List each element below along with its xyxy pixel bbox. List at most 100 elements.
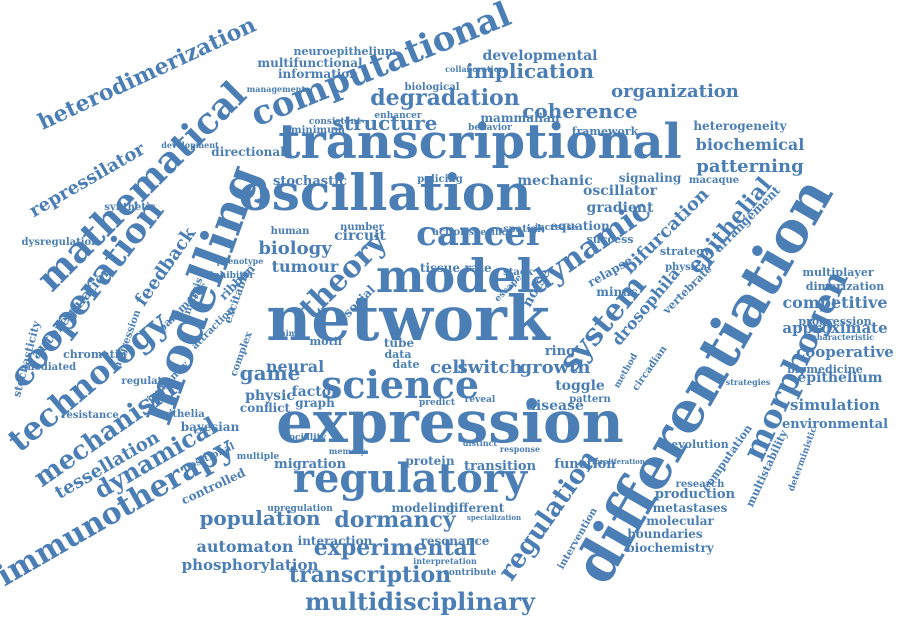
word-multiplayer: multiplayer — [802, 266, 873, 279]
word-function: function — [554, 457, 616, 472]
word-action: action — [433, 227, 469, 238]
word-interaction: interaction — [298, 534, 373, 548]
word-directional: directional — [211, 145, 285, 159]
word-collaboration: collaboration — [445, 64, 505, 74]
word-contribute: contribute — [443, 568, 496, 578]
word-human: human — [271, 226, 311, 237]
word-policing: policing — [417, 174, 462, 185]
word-toggle: toggle — [555, 378, 605, 394]
word-data: data — [384, 348, 411, 361]
word-upregulation: upregulation — [267, 504, 333, 514]
word-dormancy: dormancy — [334, 507, 457, 533]
word-resonance: resonance — [421, 534, 490, 548]
word-model: model — [376, 249, 534, 303]
word-memory: memory — [329, 446, 366, 456]
word-biomedicine: biomedicine — [787, 363, 863, 376]
word-approximate: approximate — [782, 319, 887, 337]
word-predict: predict — [419, 398, 456, 408]
word-ring: ring — [545, 344, 575, 359]
word-biochemical: biochemical — [696, 135, 805, 154]
word-biology: biology — [258, 238, 332, 259]
word-network: network — [266, 282, 552, 355]
word-regulatory: regulatory — [293, 455, 529, 502]
word-cooperative: cooperative — [796, 343, 894, 361]
word-rate: rate — [464, 261, 492, 275]
word-population: population — [199, 506, 321, 530]
word-success: success — [587, 233, 634, 246]
word-simulation: simulation — [790, 396, 880, 414]
word-physical: physical — [665, 262, 711, 273]
word-cell: cell — [430, 357, 466, 378]
word-oscillator: oscillator — [583, 183, 658, 199]
word-epithelia: epithelia — [155, 409, 205, 420]
word-motif: motif — [310, 335, 344, 348]
word-environmental: environmental — [782, 417, 888, 432]
word-cancer: cancer — [416, 214, 545, 254]
word-minus: minus — [596, 285, 638, 299]
word-increase: increase — [535, 223, 578, 233]
word-dysregulation: dysregulation — [22, 237, 100, 248]
word-different: different — [446, 501, 505, 515]
word-strategy: strategy — [660, 245, 711, 258]
word-deterministic: deterministic — [787, 425, 820, 492]
word-structure: structure — [333, 111, 438, 135]
word-interpretation: interpretation — [413, 556, 477, 566]
word-macaque: macaque — [689, 175, 739, 186]
word-number: number — [340, 222, 384, 233]
word-framework: framework — [572, 125, 639, 138]
word-specialization: specialization — [467, 513, 521, 522]
word-mammalian: mammalian — [480, 111, 560, 125]
word-tube: tube — [384, 336, 415, 350]
word-multifunctional: multifunctional — [257, 56, 363, 70]
word-expression: expression — [276, 388, 624, 456]
word-experimental: experimental — [314, 535, 477, 561]
word-stochastic: stochastic — [273, 174, 347, 189]
word-phosphorylation: phosphorylation — [182, 556, 319, 574]
word-information: information — [278, 67, 358, 81]
word-specific: specific — [469, 228, 508, 238]
word-boundaries: boundaries — [627, 527, 703, 541]
word-degradation: degradation — [370, 85, 519, 111]
word-synthetic: synthetic — [104, 202, 155, 213]
word-dimerization: dimerization — [806, 280, 884, 293]
word-migration: migration — [274, 457, 347, 472]
word-science: science — [321, 362, 479, 407]
word-neuroepithelium: neuroepithelium — [293, 45, 396, 58]
word-circuit: circuit — [334, 228, 386, 244]
word-equation: equation — [550, 219, 610, 233]
word-research: research — [676, 479, 725, 490]
word-protein: protein — [405, 454, 454, 468]
word-implication: implication — [466, 59, 594, 83]
word-biological: biological — [404, 82, 459, 93]
word-enhancer: enhancer — [374, 111, 421, 121]
word-resistance: resistance — [61, 410, 119, 421]
word-graph: graph — [295, 396, 335, 410]
word-automaton: automaton — [196, 537, 293, 556]
word-multidisciplinary: multidisciplinary — [305, 587, 536, 616]
word-reveal: reveal — [465, 395, 496, 405]
word-molecular: molecular — [646, 514, 714, 528]
word-signaling: signaling — [619, 171, 682, 185]
word-disease: disease — [526, 398, 584, 414]
word-tumour: tumour — [272, 257, 339, 276]
word-conflict: conflict — [240, 401, 291, 415]
word-chromatin: chromatin — [63, 348, 127, 361]
word-coherence: coherence — [522, 99, 638, 123]
word-epithelium: epithelium — [797, 370, 882, 386]
word-spatial: spatial — [503, 224, 541, 235]
word-patterning: patterning — [696, 156, 804, 177]
word-progression: progression — [798, 315, 871, 328]
word-behavior: behavior — [468, 123, 512, 133]
word-production: production — [655, 487, 736, 502]
word-strategies: strategies — [726, 377, 771, 387]
word-mediated: mediated — [24, 362, 76, 373]
word-consistent: consistent — [309, 117, 362, 127]
word-switch: switch — [458, 357, 523, 378]
word-modeling: modeling — [392, 501, 456, 515]
word-developmental: developmental — [483, 48, 598, 64]
word-metastases: metastases — [653, 501, 728, 515]
word-regulate: regulate — [121, 376, 168, 387]
word-inhibitor: inhibitor — [210, 271, 255, 281]
